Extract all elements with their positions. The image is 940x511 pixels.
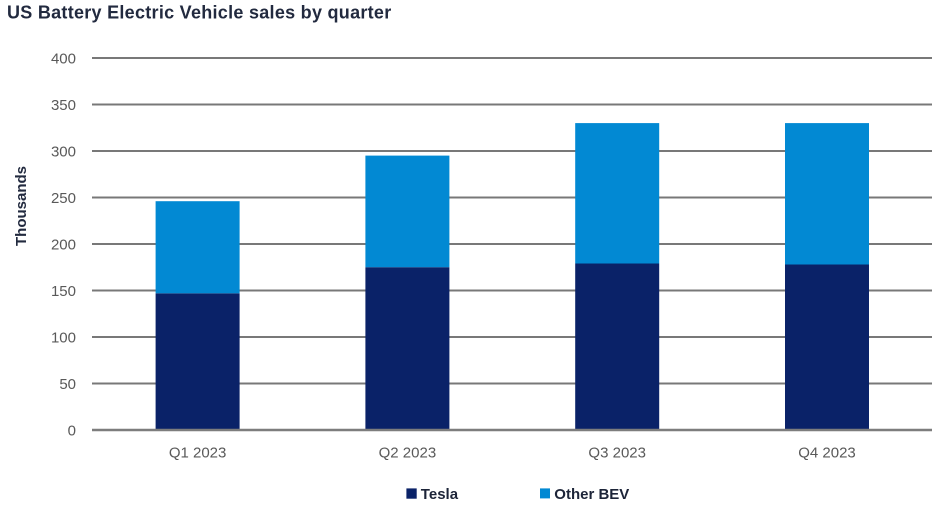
svg-text:350: 350 [51, 97, 76, 114]
svg-text:150: 150 [51, 283, 76, 300]
svg-text:200: 200 [51, 236, 76, 253]
svg-text:50: 50 [59, 376, 76, 393]
svg-text:100: 100 [51, 329, 76, 346]
svg-text:Q4 2023: Q4 2023 [798, 444, 856, 461]
svg-text:US Battery Electric Vehicle sa: US Battery Electric Vehicle sales by qua… [7, 3, 392, 23]
svg-text:250: 250 [51, 190, 76, 207]
svg-text:300: 300 [51, 143, 76, 160]
svg-text:Q2 2023: Q2 2023 [379, 444, 437, 461]
svg-text:Q1 2023: Q1 2023 [169, 444, 227, 461]
svg-text:Tesla: Tesla [421, 486, 459, 503]
svg-text:Other BEV: Other BEV [554, 486, 629, 503]
svg-text:0: 0 [68, 422, 76, 439]
svg-text:Q3 2023: Q3 2023 [588, 444, 646, 461]
svg-text:Thousands: Thousands [13, 166, 30, 246]
svg-text:400: 400 [51, 50, 76, 67]
